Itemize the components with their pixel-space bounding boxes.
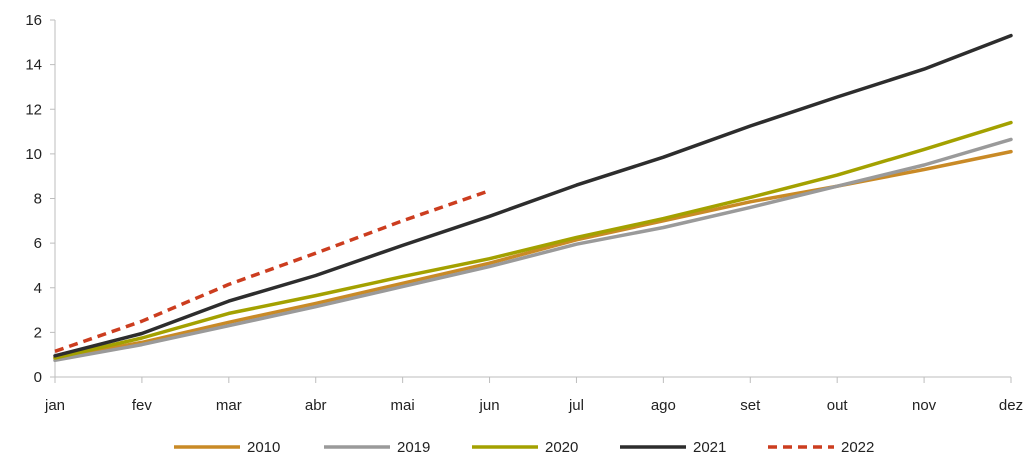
- series-layer: [53, 33, 1013, 363]
- legend-label: 2020: [545, 439, 578, 456]
- legend-item-2020: 2020: [472, 439, 578, 456]
- x-tick-label: jul: [568, 397, 584, 414]
- y-tick-label: 16: [25, 12, 42, 29]
- legend-label: 2021: [693, 439, 726, 456]
- x-tick-label: dez: [999, 397, 1023, 414]
- legend-item-2021: 2021: [620, 439, 726, 456]
- series-line-2020: [53, 120, 1013, 360]
- legend-label: 2022: [841, 439, 874, 456]
- x-tick-label: out: [827, 397, 849, 414]
- legend-item-2010: 2010: [174, 439, 280, 456]
- x-tick-label: jan: [44, 397, 65, 414]
- x-tick-label: set: [740, 397, 761, 414]
- series-line-2022: [54, 189, 491, 353]
- legend-item-2019: 2019: [324, 439, 430, 456]
- y-tick-label: 14: [25, 57, 42, 74]
- legend-item-2022: 2022: [768, 439, 874, 456]
- x-tick-label: mar: [216, 397, 242, 414]
- legend: 2010 2019 2020 2021 2022: [174, 439, 874, 456]
- series-line-2019: [53, 137, 1013, 363]
- y-tick-label: 12: [25, 101, 42, 118]
- x-axis: jan fev mar abr mai jun jul ago set out nov dez: [44, 376, 1023, 414]
- y-tick-label: 4: [34, 280, 42, 297]
- legend-label: 2019: [397, 439, 430, 456]
- x-tick-label: fev: [132, 397, 153, 414]
- x-tick-label: jun: [479, 397, 500, 414]
- series-line-2021: [53, 33, 1013, 358]
- y-tick-label: 8: [34, 191, 42, 208]
- y-tick-label: 10: [25, 146, 42, 163]
- x-tick-label: abr: [305, 397, 327, 414]
- x-tick-label: nov: [912, 397, 937, 414]
- y-tick-label: 6: [34, 235, 42, 252]
- x-tick-label: mai: [391, 397, 415, 414]
- y-tick-label: 0: [34, 369, 42, 386]
- y-axis: 0 2 4 6 8 10 12 14 16: [25, 12, 56, 386]
- legend-label: 2010: [247, 439, 280, 456]
- y-tick-label: 2: [34, 324, 42, 341]
- x-tick-label: ago: [651, 397, 676, 414]
